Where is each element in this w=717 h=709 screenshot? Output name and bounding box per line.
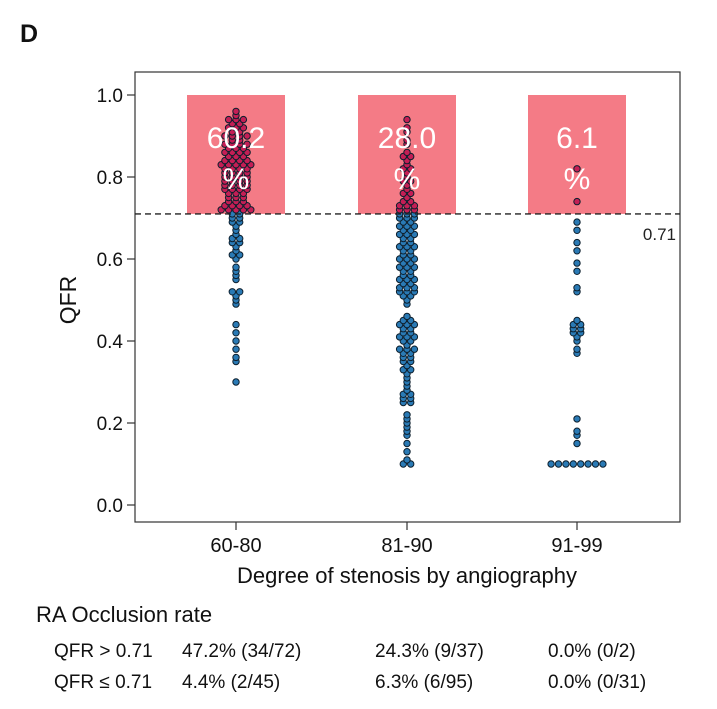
table-title: RA Occlusion rate <box>36 602 213 627</box>
data-point <box>584 460 592 468</box>
y-tick-label: 0.2 <box>97 414 123 435</box>
shaded-region-percent-sign: % <box>394 163 421 196</box>
data-point <box>599 460 607 468</box>
data-point <box>232 329 240 337</box>
data-point <box>232 320 240 329</box>
data-point <box>573 439 581 448</box>
shaded-region-percent: 6.1 <box>556 122 598 155</box>
data-point <box>403 312 411 321</box>
data-point <box>573 247 581 255</box>
qfr-swarm-chart: 60.2% 28.0% 6.1% 0.71 0.0 0.2 0.4 0.6 0.8 1.0 60-… <box>55 71 681 588</box>
data-point <box>403 456 411 464</box>
data-point <box>243 132 251 140</box>
data-point <box>403 124 411 132</box>
data-point <box>573 345 581 353</box>
y-tick-label: 0.0 <box>97 496 123 517</box>
table-cell: 4.4% (2/45) <box>182 672 281 693</box>
data-point <box>239 115 248 124</box>
data-point <box>228 288 237 296</box>
data-point <box>403 136 411 144</box>
data-point <box>232 345 240 353</box>
x-tick-label: 91-99 <box>551 535 602 557</box>
table-cell: 0.0% (0/31) <box>548 672 647 693</box>
data-point <box>395 345 404 353</box>
data-point <box>403 115 411 124</box>
shaded-region-percent-sign: % <box>564 163 591 196</box>
x-tick-label: 60-80 <box>210 535 261 557</box>
data-point <box>403 411 411 419</box>
data-point <box>403 148 411 157</box>
data-point <box>554 460 563 468</box>
data-point <box>573 226 581 235</box>
panel-label: D <box>20 20 39 48</box>
y-axis-label: QFR <box>55 276 81 325</box>
table-cell: 6.3% (6/95) <box>375 672 474 693</box>
data-point <box>232 378 240 386</box>
x-axis-label: Degree of stenosis by angiography <box>237 563 577 588</box>
y-tick-label: 1.0 <box>97 86 123 107</box>
data-point <box>573 427 581 435</box>
shaded-region-91-99 <box>528 95 626 214</box>
table-row-label: QFR ≤ 0.71 <box>54 672 153 693</box>
data-point <box>573 165 581 173</box>
data-point <box>573 267 581 275</box>
data-point <box>236 288 244 296</box>
y-tick-label: 0.8 <box>97 168 123 189</box>
data-point <box>232 263 240 271</box>
data-point <box>573 284 581 292</box>
data-point <box>577 460 585 468</box>
table-cell: 24.3% (9/37) <box>375 641 484 662</box>
data-point <box>403 448 411 456</box>
axes: 0.71 0.0 0.2 0.4 0.6 0.8 1.0 60-80 81-90 91-99 Deg… <box>55 71 681 588</box>
y-tick-label: 0.4 <box>97 332 124 353</box>
data-point <box>403 439 411 448</box>
table-cell: 47.2% (34/72) <box>182 641 302 662</box>
data-point <box>591 460 600 468</box>
shaded-region-percent: 28.0 <box>378 122 436 155</box>
data-point <box>221 140 229 148</box>
data-points <box>217 107 607 468</box>
data-point <box>410 345 419 353</box>
y-tick-label: 0.6 <box>97 250 123 271</box>
x-tick-label: 81-90 <box>381 535 432 557</box>
data-point <box>573 259 581 267</box>
shaded-region-labels: 60.2% 28.0% 6.1% <box>207 122 598 196</box>
data-point <box>573 238 581 247</box>
shaded-region-percent: 60.2 <box>207 122 265 155</box>
data-point <box>573 415 581 423</box>
table-cell: 0.0% (0/2) <box>548 641 636 662</box>
data-point <box>569 460 577 468</box>
data-point <box>547 460 555 468</box>
shaded-region-percent-sign: % <box>223 163 250 196</box>
data-point <box>232 107 240 116</box>
data-point <box>573 197 581 206</box>
data-point <box>232 337 240 345</box>
threshold-label: 0.71 <box>643 225 676 244</box>
data-point <box>221 132 229 140</box>
data-point <box>243 140 251 148</box>
data-point <box>224 115 233 124</box>
table-row-label: QFR > 0.71 <box>54 641 153 662</box>
data-point <box>232 353 240 362</box>
data-point <box>573 316 581 325</box>
data-point <box>562 460 570 468</box>
data-point <box>573 218 581 226</box>
